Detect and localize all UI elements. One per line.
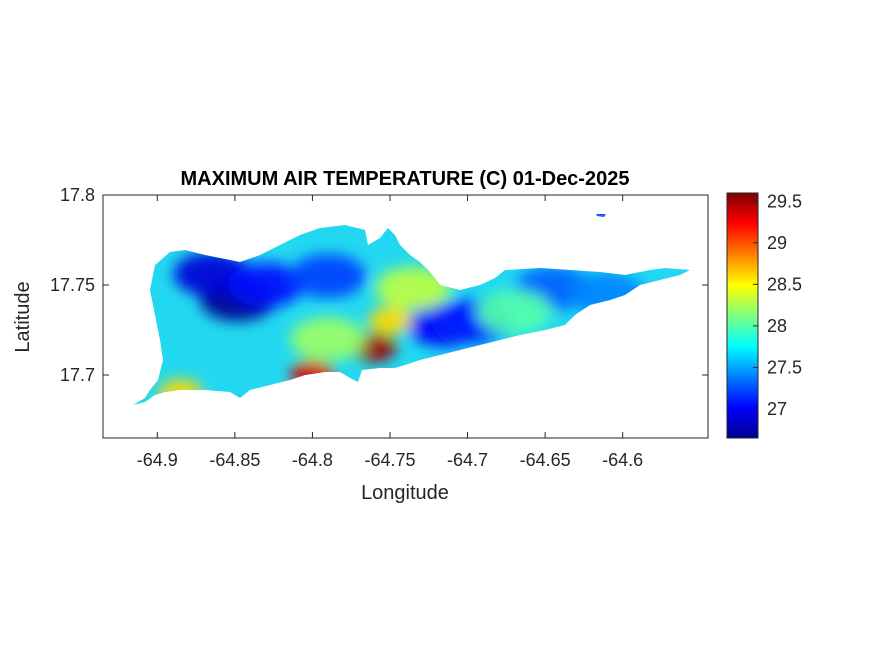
islet (596, 214, 606, 217)
x-tick-label: -64.65 (520, 450, 571, 470)
y-axis-ticks: 17.7 17.75 17.8 (50, 185, 708, 385)
heat-center (367, 307, 412, 335)
heat-center (289, 254, 366, 298)
colorbar (726, 192, 759, 439)
y-tick-label: 17.8 (60, 185, 95, 205)
colorbar-tick-label: 28.5 (767, 274, 802, 294)
x-tick-label: -64.8 (292, 450, 333, 470)
x-tick-label: -64.9 (137, 450, 178, 470)
x-tick-label: -64.6 (602, 450, 643, 470)
colorbar-tick-label: 28 (767, 316, 787, 336)
colorbar-tick-label: 29 (767, 233, 787, 253)
colorbar-tick-label: 27 (767, 399, 787, 419)
y-tick-label: 17.7 (60, 365, 95, 385)
heat-center (289, 317, 366, 361)
colorbar-tick-label: 29.5 (767, 191, 802, 211)
colorbar-ticks: 27 27.5 28 28.5 29 29.5 (753, 191, 802, 419)
x-axis-ticks: -64.9 -64.85 -64.8 -64.75 -64.7 -64.65 -64.6 (137, 195, 643, 470)
y-axis-title: Latitude (12, 281, 34, 352)
chart-title: MAXIMUM AIR TEMPERATURE (C) 01-Dec-2025 (181, 168, 630, 190)
heat-center (375, 266, 452, 311)
x-tick-label: -64.7 (447, 450, 488, 470)
x-axis-title: Longitude (361, 482, 449, 504)
x-tick-label: -64.75 (364, 450, 415, 470)
heat-center (227, 263, 304, 307)
heatmap-blobs (158, 252, 646, 405)
y-tick-label: 17.75 (50, 275, 95, 295)
heat-center (476, 290, 553, 334)
colorbar-tick-label: 27.5 (767, 357, 802, 377)
x-tick-label: -64.85 (209, 450, 260, 470)
